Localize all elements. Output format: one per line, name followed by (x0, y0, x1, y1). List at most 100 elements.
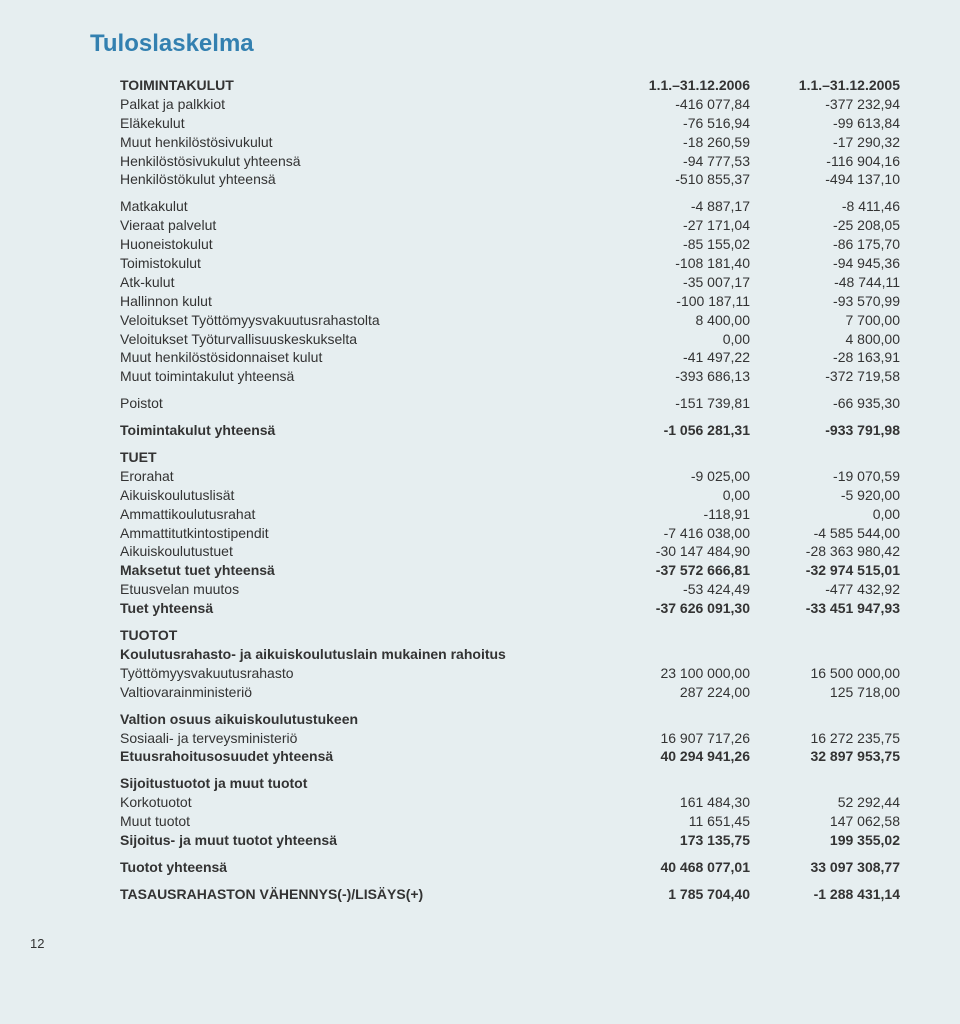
row-label: Henkilöstösivukulut yhteensä (90, 152, 600, 171)
table-row: Muut toimintakulut yhteensä-393 686,13-3… (90, 367, 900, 386)
row-value-col2: -28 163,91 (750, 348, 900, 367)
table-row: Toimintakulut yhteensä-1 056 281,31-933 … (90, 421, 900, 440)
row-value-col1: 40 468 077,01 (600, 858, 750, 877)
row-value-col1: 1 785 704,40 (600, 885, 750, 904)
row-value-col1: 11 651,45 (600, 812, 750, 831)
table-row: TUOTOT (90, 626, 900, 645)
row-label: Erorahat (90, 467, 600, 486)
table-row: Sijoitus- ja muut tuotot yhteensä173 135… (90, 831, 900, 850)
row-value-col2: -477 432,92 (750, 580, 900, 599)
row-value-col1: -100 187,11 (600, 292, 750, 311)
row-value-col2: 33 097 308,77 (750, 858, 900, 877)
row-label: Eläkekulut (90, 114, 600, 133)
row-value-col2: -86 175,70 (750, 235, 900, 254)
row-value-col2: -66 935,30 (750, 394, 900, 413)
row-value-col2: 4 800,00 (750, 330, 900, 349)
table-row: Tuotot yhteensä40 468 077,0133 097 308,7… (90, 858, 900, 877)
row-value-col1: 23 100 000,00 (600, 664, 750, 683)
financial-table: TOIMINTAKULUT1.1.–31.12.20061.1.–31.12.2… (90, 76, 900, 904)
table-row: Ammattikoulutusrahat-118,910,00 (90, 505, 900, 524)
table-row: Huoneistokulut-85 155,02-86 175,70 (90, 235, 900, 254)
row-label: Etuusrahoitusosuudet yhteensä (90, 747, 600, 766)
row-label: Korkotuotot (90, 793, 600, 812)
table-row: Poistot-151 739,81-66 935,30 (90, 394, 900, 413)
row-value-col2: -933 791,98 (750, 421, 900, 440)
table-row: Veloitukset Työturvallisuuskeskukselta0,… (90, 330, 900, 349)
row-value-col2: -99 613,84 (750, 114, 900, 133)
table-row: Vieraat palvelut-27 171,04-25 208,05 (90, 216, 900, 235)
row-value-col2: -32 974 515,01 (750, 561, 900, 580)
table-row: Maksetut tuet yhteensä-37 572 666,81-32 … (90, 561, 900, 580)
row-value-col2: 16 272 235,75 (750, 729, 900, 748)
row-value-col2: -372 719,58 (750, 367, 900, 386)
row-value-col1: -108 181,40 (600, 254, 750, 273)
table-row: Koulutusrahasto- ja aikuiskoulutuslain m… (90, 645, 900, 664)
row-value-col2: -8 411,46 (750, 197, 900, 216)
row-value-col1: -53 424,49 (600, 580, 750, 599)
row-label: Ammattitutkintostipendit (90, 524, 600, 543)
row-label: Henkilöstökulut yhteensä (90, 170, 600, 189)
row-label: Vieraat palvelut (90, 216, 600, 235)
row-value-col1: 40 294 941,26 (600, 747, 750, 766)
row-value-col1: -30 147 484,90 (600, 542, 750, 561)
row-label: Muut toimintakulut yhteensä (90, 367, 600, 386)
row-value-col2: 16 500 000,00 (750, 664, 900, 683)
row-value-col1: -94 777,53 (600, 152, 750, 171)
table-row: Muut tuotot11 651,45147 062,58 (90, 812, 900, 831)
row-value-col1: -37 572 666,81 (600, 561, 750, 580)
table-row: Erorahat-9 025,00-19 070,59 (90, 467, 900, 486)
row-value-col2: 1.1.–31.12.2005 (750, 76, 900, 95)
row-value-col1: -41 497,22 (600, 348, 750, 367)
row-label: Atk-kulut (90, 273, 600, 292)
row-value-col1: -1 056 281,31 (600, 421, 750, 440)
row-label: Veloitukset Työturvallisuuskeskukselta (90, 330, 600, 349)
row-value-col2: 52 292,44 (750, 793, 900, 812)
row-label: Veloitukset Työttömyysvakuutusrahastolta (90, 311, 600, 330)
row-label: Muut henkilöstösidonnaiset kulut (90, 348, 600, 367)
row-value-col2: -116 904,16 (750, 152, 900, 171)
row-value-col1: 161 484,30 (600, 793, 750, 812)
row-label: TOIMINTAKULUT (90, 76, 600, 95)
row-label: Valtion osuus aikuiskoulutustukeen (90, 710, 600, 729)
row-value-col2: -19 070,59 (750, 467, 900, 486)
table-row: Toimistokulut-108 181,40-94 945,36 (90, 254, 900, 273)
row-value-col2: -48 744,11 (750, 273, 900, 292)
table-row: Tuet yhteensä-37 626 091,30-33 451 947,9… (90, 599, 900, 618)
row-value-col1: -393 686,13 (600, 367, 750, 386)
row-value-col1: -76 516,94 (600, 114, 750, 133)
row-label: Poistot (90, 394, 600, 413)
table-row: Atk-kulut-35 007,17-48 744,11 (90, 273, 900, 292)
row-value-col2: -94 945,36 (750, 254, 900, 273)
row-value-col2: -25 208,05 (750, 216, 900, 235)
table-row: Sosiaali- ja terveysministeriö16 907 717… (90, 729, 900, 748)
table-row: Valtiovarainministeriö287 224,00125 718,… (90, 683, 900, 702)
row-value-col1: -118,91 (600, 505, 750, 524)
row-value-col1: -151 739,81 (600, 394, 750, 413)
table-row: Muut henkilöstösivukulut-18 260,59-17 29… (90, 133, 900, 152)
table-row: Eläkekulut-76 516,94-99 613,84 (90, 114, 900, 133)
row-value-col1: -7 416 038,00 (600, 524, 750, 543)
table-row: Henkilöstösivukulut yhteensä-94 777,53-1… (90, 152, 900, 171)
row-label: Muut henkilöstösivukulut (90, 133, 600, 152)
row-value-col2: -377 232,94 (750, 95, 900, 114)
row-value-col2: 147 062,58 (750, 812, 900, 831)
row-value-col1: 0,00 (600, 330, 750, 349)
table-row: Matkakulut-4 887,17-8 411,46 (90, 197, 900, 216)
table-row: Etuusrahoitusosuudet yhteensä40 294 941,… (90, 747, 900, 766)
table-row: Työttömyysvakuutusrahasto23 100 000,0016… (90, 664, 900, 683)
row-label: Valtiovarainministeriö (90, 683, 600, 702)
table-row: Valtion osuus aikuiskoulutustukeen (90, 710, 900, 729)
table-row: Hallinnon kulut-100 187,11-93 570,99 (90, 292, 900, 311)
page: Tuloslaskelma TOIMINTAKULUT1.1.–31.12.20… (0, 0, 960, 963)
row-value-col1: 0,00 (600, 486, 750, 505)
row-label: Maksetut tuet yhteensä (90, 561, 600, 580)
table-row: Etuusvelan muutos-53 424,49-477 432,92 (90, 580, 900, 599)
row-label: Toimistokulut (90, 254, 600, 273)
row-value-col1: 287 224,00 (600, 683, 750, 702)
row-label: Sosiaali- ja terveysministeriö (90, 729, 600, 748)
row-value-col2: -17 290,32 (750, 133, 900, 152)
row-value-col2: -1 288 431,14 (750, 885, 900, 904)
row-label: Tuotot yhteensä (90, 858, 600, 877)
row-label: Ammattikoulutusrahat (90, 505, 600, 524)
row-label: Koulutusrahasto- ja aikuiskoulutuslain m… (90, 645, 600, 664)
